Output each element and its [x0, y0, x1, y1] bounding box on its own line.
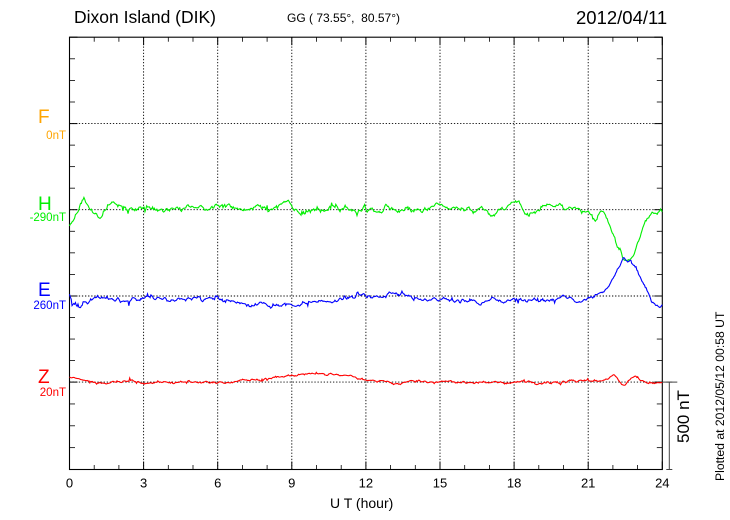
svg-text:12: 12 — [359, 476, 373, 491]
svg-text:21: 21 — [581, 476, 595, 491]
svg-text:6: 6 — [214, 476, 221, 491]
svg-text:24: 24 — [655, 476, 669, 491]
svg-text:15: 15 — [433, 476, 447, 491]
svg-text:18: 18 — [507, 476, 521, 491]
svg-text:9: 9 — [288, 476, 295, 491]
svg-text:0: 0 — [66, 476, 73, 491]
svg-text:3: 3 — [140, 476, 147, 491]
